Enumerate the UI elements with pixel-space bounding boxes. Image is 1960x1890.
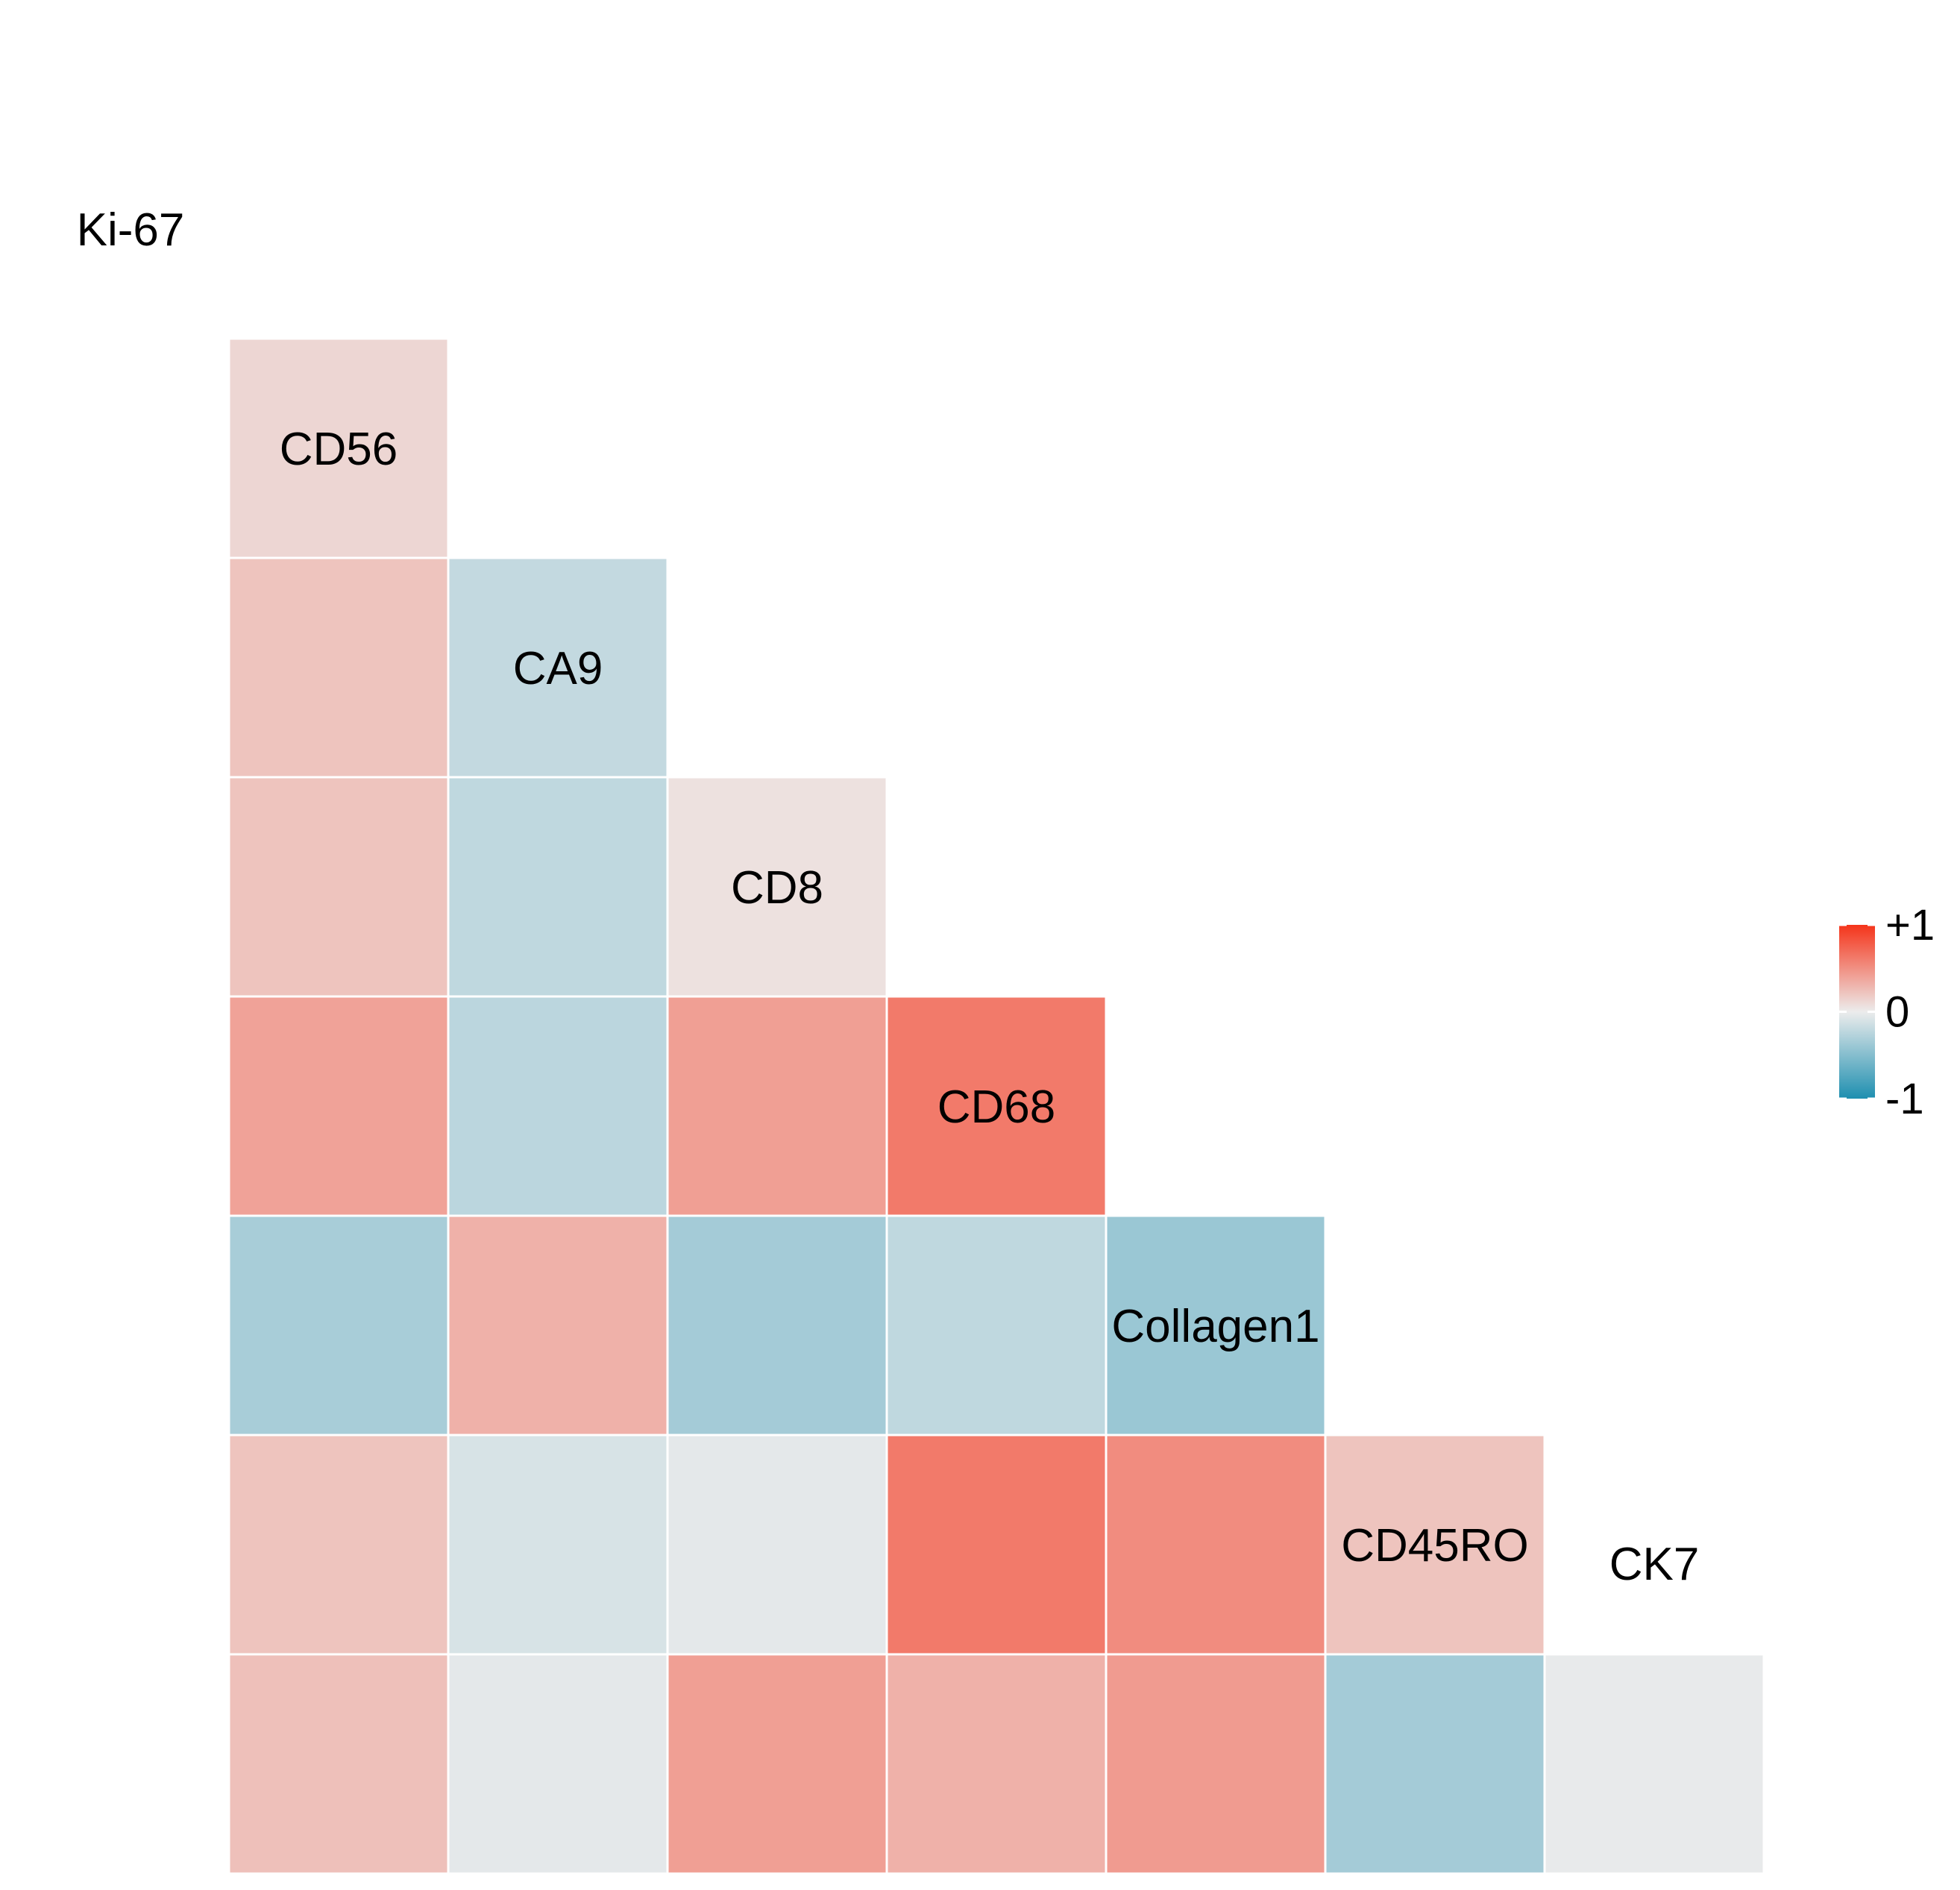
variable-label-cd56: CD56 <box>280 424 398 475</box>
heatmap-cell-cd45ro-cd68 <box>1107 1436 1325 1654</box>
heatmap-cells <box>230 339 1763 1873</box>
heatmap-cell-collagen1-ki-67 <box>230 1216 447 1434</box>
heatmap-cell-collagen1-cd56 <box>449 1216 667 1434</box>
legend-label-plus-one: +1 <box>1885 901 1935 949</box>
heatmap-cell-cd45ro-cd56 <box>449 1436 667 1654</box>
heatmap-cell-collagen1-ca9 <box>668 1216 886 1434</box>
heatmap-cell-ck7-collagen1 <box>1326 1655 1544 1873</box>
variable-label-cd68: CD68 <box>937 1081 1056 1133</box>
heatmap-cell-cd8-cd56 <box>449 778 667 996</box>
variable-label-collagen1: Collagen1 <box>1111 1301 1319 1352</box>
heatmap-cell-cd8-ki-67 <box>230 778 447 996</box>
heatmap-cell-ck7-cd45ro <box>1545 1655 1763 1873</box>
heatmap-cell-cd45ro-cd8 <box>888 1436 1105 1654</box>
variable-label-ca9: CA9 <box>513 643 603 694</box>
variable-labels: Ki-67 CD56 CA9 CD8 CD68 Collagen1 CD45RO CK7 <box>77 204 1700 1590</box>
heatmap-cell-ck7-cd8 <box>888 1655 1105 1873</box>
heatmap-cell-ca9-ki-67 <box>230 559 447 776</box>
heatmap-cell-cd68-cd56 <box>449 997 667 1215</box>
legend-label-minus-one: -1 <box>1885 1075 1924 1123</box>
legend-label-zero: 0 <box>1885 988 1909 1037</box>
heatmap-cell-cd45ro-ca9 <box>668 1436 886 1654</box>
heatmap-cell-cd45ro-ki-67 <box>230 1436 447 1654</box>
heatmap-cell-cd56-ki-67 <box>230 339 447 557</box>
heatmap-cell-cd45ro-collagen1 <box>1326 1436 1544 1654</box>
variable-label-cd8: CD8 <box>731 862 823 914</box>
heatmap-cell-ck7-ki-67 <box>230 1655 447 1873</box>
heatmap-cell-ck7-cd68 <box>1107 1655 1325 1873</box>
heatmap-cell-ck7-ca9 <box>668 1655 886 1873</box>
heatmap-cell-cd68-cd8 <box>888 997 1105 1215</box>
heatmap-cell-collagen1-cd68 <box>1107 1216 1325 1434</box>
legend-labels: +1 0 -1 <box>1885 901 1935 1123</box>
heatmap-cell-collagen1-cd8 <box>888 1216 1105 1434</box>
heatmap-cell-ck7-cd56 <box>449 1655 667 1873</box>
variable-label-ki-67: Ki-67 <box>77 204 185 256</box>
variable-label-cd45ro: CD45RO <box>1341 1520 1529 1572</box>
heatmap-cell-cd68-ki-67 <box>230 997 447 1215</box>
color-legend: +1 0 -1 <box>1839 901 1935 1123</box>
heatmap-cell-ca9-cd56 <box>449 559 667 776</box>
variable-label-ck7: CK7 <box>1609 1539 1700 1590</box>
heatmap-cell-cd8-ca9 <box>668 778 886 996</box>
legend-ticks <box>1839 923 1875 1100</box>
heatmap-cell-cd68-ca9 <box>668 997 886 1215</box>
